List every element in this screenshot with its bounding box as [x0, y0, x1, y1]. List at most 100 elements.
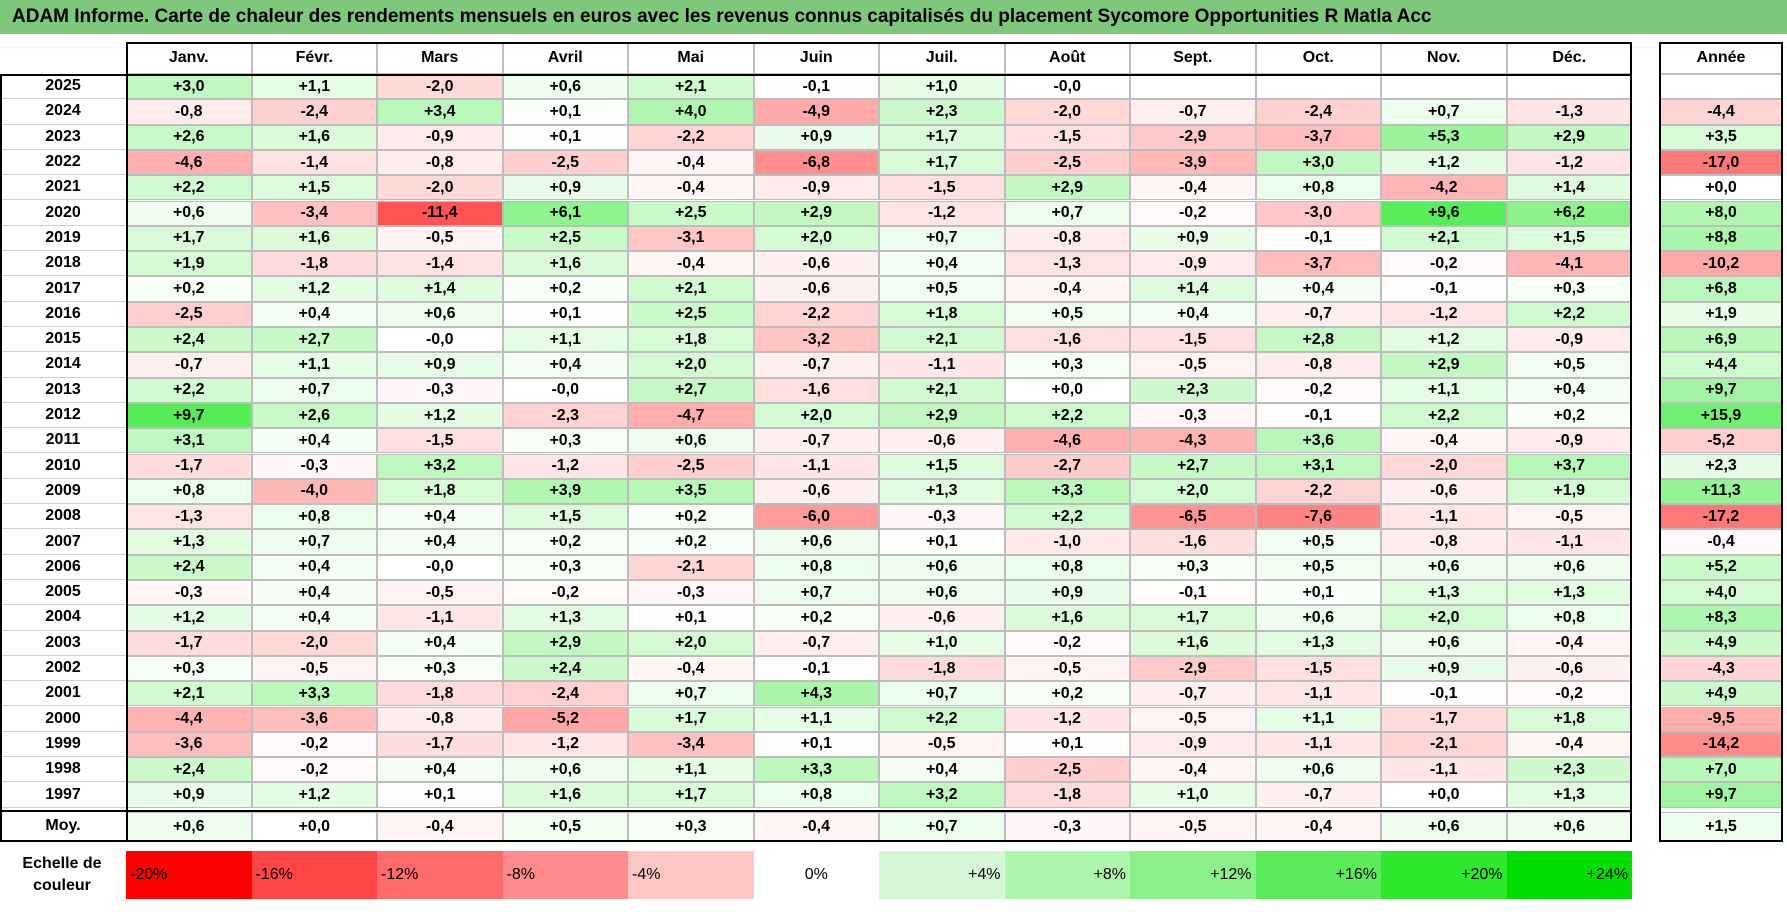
- heatmap-cell: +3,4: [377, 99, 503, 125]
- heatmap-cell: -0,5: [1004, 655, 1130, 682]
- heatmap-cell: +1,6: [502, 782, 628, 808]
- heatmap-cell: +0,4: [1255, 276, 1381, 302]
- annual-cell: -10,2: [1659, 251, 1783, 277]
- year-label: 2001: [0, 681, 126, 707]
- heatmap-cell: -0,0: [377, 554, 503, 580]
- heatmap-cell: +0,9: [753, 124, 879, 150]
- annual-cell: +9,7: [1659, 377, 1783, 403]
- heatmap-cell: -4,2: [1381, 175, 1507, 201]
- heatmap-cell: +2,2: [126, 175, 252, 201]
- heatmap-cell: +0,6: [879, 554, 1005, 580]
- heatmap-cell: +1,3: [1381, 580, 1507, 606]
- color-scale-step: +8%: [1004, 851, 1130, 899]
- heatmap-cell: +2,7: [1130, 453, 1256, 479]
- heatmap-cell: +0,2: [1004, 681, 1130, 707]
- heatmap-cell: -2,2: [753, 301, 879, 327]
- heatmap-cell: -4,3: [1130, 428, 1256, 454]
- annual-cell: +15,9: [1659, 402, 1783, 429]
- heatmap-cell: -0,6: [753, 276, 879, 302]
- average-row-label: Moy.: [0, 812, 126, 842]
- heatmap-cell: +6,2: [1506, 200, 1632, 226]
- month-header: Mars: [377, 42, 503, 74]
- heatmap-cell: +4,3: [753, 681, 879, 707]
- heatmap-cell: -1,1: [879, 352, 1005, 378]
- heatmap-cell: -2,1: [628, 554, 754, 580]
- heatmap-cell: -0,2: [1130, 200, 1256, 226]
- heatmap-cell: +0,7: [628, 681, 754, 707]
- annual-cell: +4,4: [1659, 352, 1783, 378]
- heatmap-cell: -1,2: [502, 731, 628, 758]
- heatmap-cell: -2,0: [1004, 99, 1130, 125]
- heatmap-cell: +2,0: [753, 225, 879, 252]
- month-header: Févr.: [251, 42, 377, 74]
- heatmap-cell: +1,7: [126, 225, 252, 252]
- heatmap-cell: +0,3: [377, 655, 503, 682]
- heatmap-cell: +2,2: [1381, 402, 1507, 429]
- year-label: 2016: [0, 302, 126, 327]
- heatmap-cell: -2,3: [502, 402, 628, 429]
- heatmap-cell: -1,5: [377, 428, 503, 454]
- heatmap-cell: -0,5: [377, 580, 503, 606]
- heatmap-cell: -0,1: [1255, 402, 1381, 429]
- annual-cell: -9,5: [1659, 706, 1783, 732]
- heatmap-cell: -0,2: [502, 580, 628, 606]
- month-header: Janv.: [126, 42, 252, 74]
- year-label: 2013: [0, 378, 126, 403]
- heatmap-cell: -0,5: [377, 225, 503, 252]
- heatmap-cell: +1,6: [251, 124, 377, 150]
- heatmap-cell: +0,1: [502, 124, 628, 150]
- heatmap-cell: -4,9: [753, 99, 879, 125]
- year-label: 1997: [0, 782, 126, 808]
- heatmap-cell: -11,4: [377, 200, 503, 226]
- heatmap-cell: -6,5: [1130, 504, 1256, 530]
- heatmap-cell: +0,4: [502, 352, 628, 378]
- annual-cell: +8,0: [1659, 200, 1783, 226]
- year-label: 2017: [0, 276, 126, 302]
- annual-cell: +4,0: [1659, 580, 1783, 606]
- heatmap-cell: -2,4: [251, 99, 377, 125]
- heatmap-cell: -0,8: [1004, 225, 1130, 252]
- heatmap-cell: [1506, 74, 1632, 100]
- annual-cell: +2,3: [1659, 453, 1783, 479]
- heatmap-cell: +0,1: [1004, 731, 1130, 758]
- annual-cell: -4,4: [1659, 99, 1783, 125]
- heatmap-cell: -3,7: [1255, 251, 1381, 277]
- heatmap-cell: -1,3: [126, 504, 252, 530]
- month-header: Mai: [628, 42, 754, 74]
- heatmap-cell: +0,9: [502, 175, 628, 201]
- heatmap-cell: +3,2: [377, 453, 503, 479]
- heatmap-cell: +1,1: [502, 327, 628, 353]
- heatmap-cell: +0,6: [1381, 554, 1507, 580]
- heatmap-cell: -1,4: [251, 149, 377, 176]
- heatmap-cell: +0,7: [251, 529, 377, 555]
- heatmap-cell: +3,3: [251, 681, 377, 707]
- heatmap-cell: -0,5: [879, 731, 1005, 758]
- average-cell: +0,7: [879, 811, 1005, 842]
- heatmap-cell: -0,7: [1255, 301, 1381, 327]
- heatmap-cell: -0,4: [1004, 276, 1130, 302]
- heatmap-cell: -0,6: [879, 428, 1005, 454]
- month-header: Déc.: [1506, 42, 1632, 74]
- average-annual-cell: +1,5: [1659, 811, 1783, 842]
- heatmap-cell: +0,5: [1004, 301, 1130, 327]
- heatmap-cell: +1,3: [879, 478, 1005, 505]
- heatmap-cell: +2,6: [251, 402, 377, 429]
- heatmap-cell: -2,5: [628, 453, 754, 479]
- heatmap-cell: +1,4: [377, 276, 503, 302]
- year-label: 2023: [0, 125, 126, 150]
- heatmap-cell: +3,0: [1255, 149, 1381, 176]
- year-label: 1999: [0, 732, 126, 758]
- heatmap-cell: +2,9: [753, 200, 879, 226]
- heatmap-cell: -0,5: [1130, 706, 1256, 732]
- heatmap-cell: -1,2: [1381, 301, 1507, 327]
- heatmap-cell: +1,1: [628, 757, 754, 783]
- heatmap-cell: +0,1: [628, 605, 754, 631]
- heatmap-cell: +1,6: [251, 225, 377, 252]
- heatmap-cell: -0,2: [251, 757, 377, 783]
- average-cell: +0,6: [1506, 811, 1632, 842]
- heatmap-cell: +2,9: [879, 402, 1005, 429]
- heatmap-cell: -0,3: [126, 580, 252, 606]
- heatmap-cell: +1,5: [879, 453, 1005, 479]
- heatmap-cell: -0,6: [1381, 478, 1507, 505]
- annual-cell: +4,9: [1659, 681, 1783, 707]
